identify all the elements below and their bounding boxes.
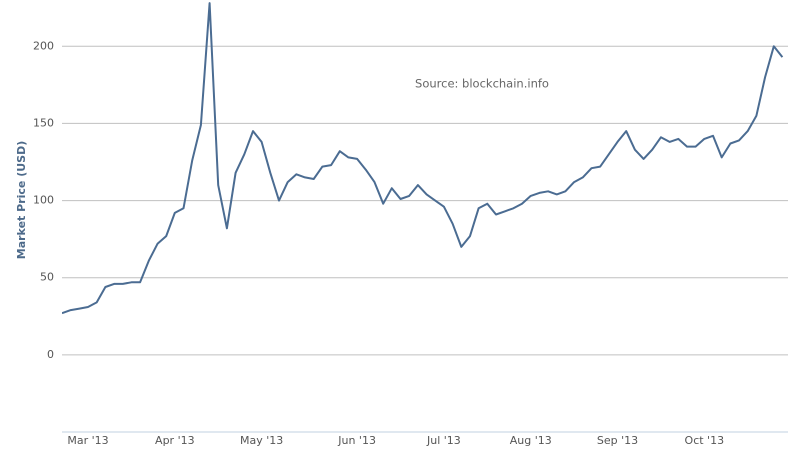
x-tick-label: Sep '13 [597,434,638,447]
x-tick-label: Apr '13 [155,434,195,447]
x-tick-label: Jul '13 [426,434,461,447]
price-line [62,2,784,315]
y-tick-label: 50 [40,271,54,284]
x-tick-label: Oct '13 [685,434,725,447]
y-tick-label: 0 [47,348,54,361]
x-tick-label: Aug '13 [510,434,552,447]
y-axis-title: Market Price (USD) [15,141,28,259]
source-annotation: Source: blockchain.info [415,77,549,91]
x-tick-label: May '13 [240,434,283,447]
x-tick-label: Mar '13 [67,434,108,447]
x-tick-label: Jun '13 [337,434,376,447]
y-tick-label: 150 [33,116,54,129]
y-tick-label: 200 [33,39,54,52]
y-tick-label: 100 [33,194,54,207]
